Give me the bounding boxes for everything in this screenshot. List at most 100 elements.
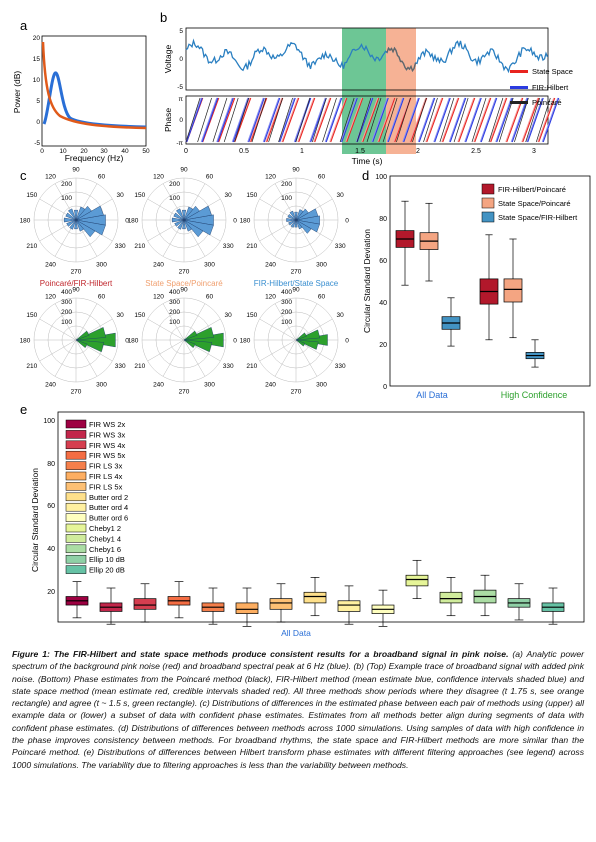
rose-bin	[295, 209, 304, 221]
rose-bin	[67, 208, 77, 221]
angle-label: 210	[134, 363, 145, 370]
panel-b: Voltage Phase 5 0 -5 π 0 -π 0 0.5 1 1.5 …	[163, 27, 573, 166]
angle-label: 240	[45, 262, 56, 269]
panel-e-xlabel: All Data	[281, 628, 311, 638]
polar-plot: 9060300330300270240210180150120100200300…	[240, 287, 350, 396]
rose-bin	[69, 219, 77, 230]
rose-bin	[289, 210, 297, 221]
angle-label: 270	[179, 269, 190, 276]
svg-text:30: 30	[100, 148, 108, 155]
rose-bin	[294, 219, 298, 228]
svg-text:80: 80	[379, 216, 387, 223]
radius-label: 200	[169, 181, 180, 188]
figure: a Power (dB) Frequency (Hz) 20 15 10 5 0…	[12, 10, 591, 638]
angle-label: 240	[45, 382, 56, 389]
voltage-label: Voltage	[163, 45, 173, 74]
rose-bin	[287, 214, 297, 221]
svg-text:5: 5	[36, 98, 40, 105]
panel-label-e: e	[20, 402, 27, 417]
angle-label: 270	[71, 389, 82, 396]
angle-label: 150	[26, 192, 37, 199]
panel-a-yticks: 20 15 10 5 0 -5	[33, 35, 41, 147]
angle-label: 150	[26, 312, 37, 319]
radius-label: 100	[169, 195, 180, 202]
voltage-trace	[185, 38, 549, 74]
caption-body: (a) Analytic power spectrum of the backg…	[12, 649, 585, 770]
rose-bin	[183, 330, 198, 341]
rose-bin	[295, 219, 303, 230]
rose-bin	[286, 218, 297, 222]
angle-label: 60	[318, 293, 326, 300]
svg-text:5: 5	[179, 28, 183, 35]
svg-text:1: 1	[300, 148, 304, 155]
angle-label: 330	[335, 363, 346, 370]
angle-label: 60	[98, 173, 106, 180]
angle-label: 0	[125, 338, 129, 345]
rose-bin	[295, 332, 307, 341]
svg-text:40: 40	[121, 148, 129, 155]
angle-label: 120	[265, 293, 276, 300]
rose-bin	[177, 219, 185, 230]
angle-label: 330	[335, 243, 346, 250]
panel-a-xticks: 0 10 20 30 40 50	[40, 148, 150, 155]
panel-e-boxes	[65, 559, 565, 627]
angle-label: 300	[96, 382, 107, 389]
panel-a-ylabel: Power (dB)	[12, 71, 22, 114]
box-filter	[99, 587, 123, 625]
angle-label: 180	[240, 338, 251, 345]
radius-label: 100	[281, 319, 292, 326]
radius-label: 100	[169, 319, 180, 326]
panel-e: Circular Standard Deviation 100 80 60 40…	[30, 411, 585, 638]
rose-bin	[75, 330, 90, 341]
rose-bin	[175, 208, 185, 221]
svg-text:20: 20	[33, 35, 41, 42]
svg-text:0: 0	[179, 117, 183, 124]
angle-label: 60	[206, 173, 214, 180]
svg-text:100: 100	[375, 174, 387, 181]
panel-label-c: c	[20, 168, 27, 183]
polar-plot: 9060300330300270240210180150120100200300…	[128, 287, 238, 396]
angle-label: 120	[153, 173, 164, 180]
angle-label: 0	[345, 218, 349, 225]
box-filter	[303, 577, 327, 617]
noise-spectrum-line	[41, 41, 147, 130]
radius-label: 300	[281, 299, 292, 306]
legend-label: Ellip 20 dB	[89, 566, 125, 575]
legend-swatch	[65, 461, 87, 470]
svg-text:100: 100	[43, 418, 55, 425]
angle-label: 0	[233, 338, 237, 345]
legend-label: Butter ord 2	[89, 493, 128, 502]
radius-label: 400	[169, 289, 180, 296]
angle-label: 120	[45, 293, 56, 300]
rose-bin	[171, 217, 185, 223]
angle-label: 300	[204, 262, 215, 269]
legend-label: FIR WS 5x	[89, 451, 126, 460]
svg-text:-5: -5	[34, 140, 40, 147]
phase-trace	[186, 97, 560, 143]
legend-swatch	[65, 502, 87, 512]
angle-label: 300	[204, 382, 215, 389]
box-filter	[269, 583, 293, 623]
legend-swatch	[65, 523, 87, 533]
angle-label: 60	[98, 293, 106, 300]
box-filter	[337, 585, 361, 625]
angle-label: 90	[72, 287, 80, 294]
angle-label: 60	[206, 293, 214, 300]
angle-label: 240	[153, 262, 164, 269]
voltage-axes	[185, 27, 549, 91]
radius-label: 100	[61, 319, 72, 326]
angle-label: 210	[246, 243, 257, 250]
angle-label: 0	[345, 338, 349, 345]
angle-label: 300	[316, 262, 327, 269]
radius-label: 100	[61, 195, 72, 202]
rose-bin	[173, 212, 185, 221]
legend-label: FIR WS 3x	[89, 430, 126, 439]
angle-label: 330	[223, 363, 234, 370]
peak-spectrum-line	[42, 71, 147, 129]
angle-label: 180	[240, 218, 251, 225]
angle-label: 210	[246, 363, 257, 370]
svg-text:π: π	[179, 96, 184, 103]
box-filter	[65, 581, 89, 619]
legend-swatch	[65, 482, 87, 491]
legend-swatch	[65, 513, 87, 522]
